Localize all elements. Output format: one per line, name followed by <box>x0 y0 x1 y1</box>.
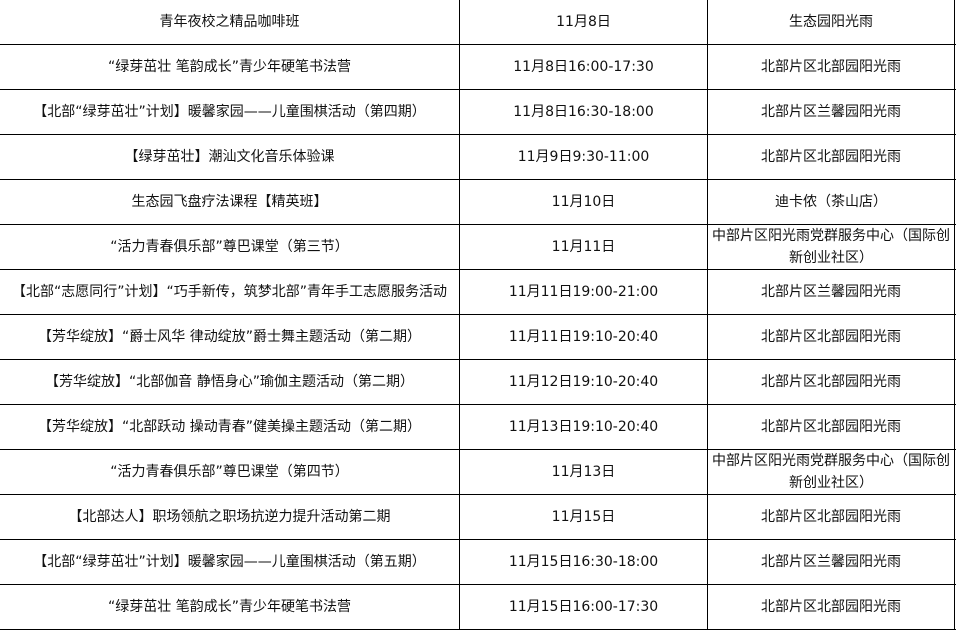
activity-location-cell: 北部片区北部园阳光雨 <box>708 315 955 359</box>
activity-time-cell: 11月13日 <box>460 450 708 494</box>
table-row: 【北部达人】职场领航之职场抗逆力提升活动第二期 11月15日 北部片区北部园阳光雨 <box>0 495 956 540</box>
activity-time-cell: 11月10日 <box>460 180 708 224</box>
activity-name-cell: 生态园飞盘疗法课程【精英班】 <box>0 180 460 224</box>
activity-name-cell: 【绿芽茁壮】潮汕文化音乐体验课 <box>0 135 460 179</box>
activity-location-cell: 北部片区北部园阳光雨 <box>708 585 955 629</box>
activity-location-cell: 中部片区阳光雨党群服务中心（国际创新创业社区） <box>708 450 955 494</box>
activity-location-cell: 北部片区北部园阳光雨 <box>708 45 955 89</box>
activity-location-cell: 北部片区北部园阳光雨 <box>708 405 955 449</box>
table-row: “绿芽茁壮 笔韵成长”青少年硬笔书法营 11月8日16:00-17:30 北部片区北… <box>0 45 956 90</box>
table-row: 【芳华绽放】“爵士风华 律动绽放”爵士舞主题活动（第二期） 11月11日19:10… <box>0 315 956 360</box>
table-row: 【绿芽茁壮】潮汕文化音乐体验课 11月9日9:30-11:00 北部片区北部园阳光雨 <box>0 135 956 180</box>
activity-name-cell: 【北部达人】职场领航之职场抗逆力提升活动第二期 <box>0 495 460 539</box>
activity-time-cell: 11月11日19:00-21:00 <box>460 270 708 314</box>
activity-time-cell: 11月8日16:00-17:30 <box>460 45 708 89</box>
table-row: 【北部“志愿同行”计划】“巧手新传，筑梦北部”青年手工志愿服务活动 11月11日1… <box>0 270 956 315</box>
table-row: “活力青春俱乐部”尊巴课堂（第四节） 11月13日 中部片区阳光雨党群服务中心（国际… <box>0 450 956 495</box>
table-row: 生态园飞盘疗法课程【精英班】 11月10日 迪卡侬（茶山店） <box>0 180 956 225</box>
activity-time-cell: 11月8日 <box>460 0 708 44</box>
activity-location-cell: 北部片区兰馨园阳光雨 <box>708 540 955 584</box>
table-row: 【北部“绿芽茁壮”计划】暖馨家园——儿童围棋活动（第四期） 11月8日16:30-… <box>0 90 956 135</box>
activity-time-cell: 11月15日16:00-17:30 <box>460 585 708 629</box>
activity-time-cell: 11月11日 <box>460 225 708 269</box>
table-row: 青年夜校之精品咖啡班 11月8日 生态园阳光雨 <box>0 0 956 45</box>
activity-name-cell: 【芳华绽放】“爵士风华 律动绽放”爵士舞主题活动（第二期） <box>0 315 460 359</box>
activity-name-cell: 【芳华绽放】“北部跃动 操动青春”健美操主题活动（第二期） <box>0 405 460 449</box>
table-row: 【芳华绽放】“北部跃动 操动青春”健美操主题活动（第二期） 11月13日19:10… <box>0 405 956 450</box>
activity-name-cell: 【北部“绿芽茁壮”计划】暖馨家园——儿童围棋活动（第五期） <box>0 540 460 584</box>
activity-name-cell: 【北部“绿芽茁壮”计划】暖馨家园——儿童围棋活动（第四期） <box>0 90 460 134</box>
activity-time-cell: 11月9日9:30-11:00 <box>460 135 708 179</box>
table-row: “绿芽茁壮 笔韵成长”青少年硬笔书法营 11月15日16:00-17:30 北部片区… <box>0 585 956 630</box>
activity-time-cell: 11月13日19:10-20:40 <box>460 405 708 449</box>
activity-location-cell: 北部片区北部园阳光雨 <box>708 495 955 539</box>
activity-name-cell: “活力青春俱乐部”尊巴课堂（第四节） <box>0 450 460 494</box>
activity-name-cell: “绿芽茁壮 笔韵成长”青少年硬笔书法营 <box>0 585 460 629</box>
activity-name-cell: 【北部“志愿同行”计划】“巧手新传，筑梦北部”青年手工志愿服务活动 <box>0 270 460 314</box>
activity-location-cell: 北部片区北部园阳光雨 <box>708 135 955 179</box>
activity-time-cell: 11月12日19:10-20:40 <box>460 360 708 404</box>
activity-name-cell: 青年夜校之精品咖啡班 <box>0 0 460 44</box>
activity-location-cell: 生态园阳光雨 <box>708 0 955 44</box>
activity-name-cell: “活力青春俱乐部”尊巴课堂（第三节） <box>0 225 460 269</box>
activity-location-cell: 北部片区兰馨园阳光雨 <box>708 270 955 314</box>
activity-location-cell: 迪卡侬（茶山店） <box>708 180 955 224</box>
activity-location-cell: 北部片区兰馨园阳光雨 <box>708 90 955 134</box>
activity-time-cell: 11月15日16:30-18:00 <box>460 540 708 584</box>
activity-location-cell: 北部片区北部园阳光雨 <box>708 360 955 404</box>
table-row: “活力青春俱乐部”尊巴课堂（第三节） 11月11日 中部片区阳光雨党群服务中心（国际… <box>0 225 956 270</box>
activity-time-cell: 11月15日 <box>460 495 708 539</box>
activity-name-cell: 【芳华绽放】“北部伽音 静悟身心”瑜伽主题活动（第二期） <box>0 360 460 404</box>
activity-time-cell: 11月11日19:10-20:40 <box>460 315 708 359</box>
activity-location-cell: 中部片区阳光雨党群服务中心（国际创新创业社区） <box>708 225 955 269</box>
table-row: 【芳华绽放】“北部伽音 静悟身心”瑜伽主题活动（第二期） 11月12日19:10-… <box>0 360 956 405</box>
table-row: 【北部“绿芽茁壮”计划】暖馨家园——儿童围棋活动（第五期） 11月15日16:30… <box>0 540 956 585</box>
activity-name-cell: “绿芽茁壮 笔韵成长”青少年硬笔书法营 <box>0 45 460 89</box>
activity-time-cell: 11月8日16:30-18:00 <box>460 90 708 134</box>
